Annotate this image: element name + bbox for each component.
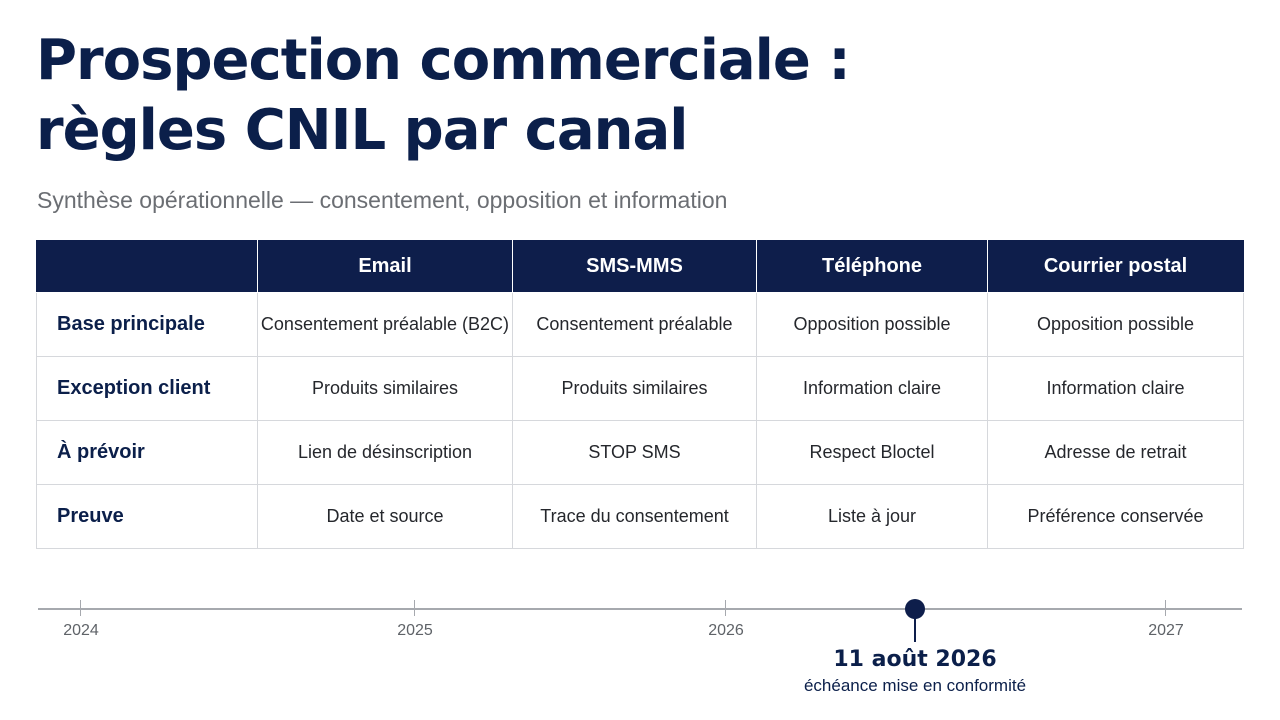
timeline-tick-2026 — [725, 600, 726, 616]
table-cell: Opposition possible — [987, 292, 1244, 357]
cnil-rules-table: Email SMS-MMS Téléphone Courrier postal … — [36, 240, 1244, 549]
table-cell: Adresse de retrait — [987, 420, 1244, 485]
table-cell: Trace du consentement — [512, 484, 757, 549]
milestone-connector — [914, 618, 916, 642]
timeline-year-label: 2026 — [708, 622, 744, 639]
column-header-email: Email — [257, 240, 513, 293]
row-header-exception-client: Exception client — [36, 356, 258, 421]
table-cell: Produits similaires — [512, 356, 757, 421]
table-cell: Consentement préalable (B2C) — [257, 292, 513, 357]
milestone-date: 11 août 2026 — [833, 647, 997, 672]
timeline-year-label: 2025 — [397, 622, 433, 639]
timeline-axis — [38, 608, 1242, 610]
milestone-marker — [905, 599, 925, 619]
row-header-base-principale: Base principale — [36, 292, 258, 357]
table-cell: Opposition possible — [756, 292, 988, 357]
timeline-year-label: 2024 — [63, 622, 99, 639]
table-cell: Consentement préalable — [512, 292, 757, 357]
timeline-tick-2025 — [414, 600, 415, 616]
table-cell: Produits similaires — [257, 356, 513, 421]
table-cell: Information claire — [756, 356, 988, 421]
timeline-year-label: 2027 — [1148, 622, 1184, 639]
page-title: Prospection commerciale : règles CNIL pa… — [36, 26, 851, 166]
timeline-tick-2027 — [1165, 600, 1166, 616]
table-cell: Préférence conservée — [987, 484, 1244, 549]
row-header-preuve: Preuve — [36, 484, 258, 549]
table-row: Preuve Date et source Trace du consentem… — [36, 484, 1244, 549]
table-row: À prévoir Lien de désinscription STOP SM… — [36, 420, 1244, 485]
table-row: Exception client Produits similaires Pro… — [36, 356, 1244, 421]
table-cell: Lien de désinscription — [257, 420, 513, 485]
column-header-courrier-postal: Courrier postal — [987, 240, 1244, 293]
row-header-a-prevoir: À prévoir — [36, 420, 258, 485]
table-cell: Liste à jour — [756, 484, 988, 549]
page-title-line-2: règles CNIL par canal — [36, 98, 688, 163]
table-cell: Date et source — [257, 484, 513, 549]
table-cell: STOP SMS — [512, 420, 757, 485]
table-corner-cell — [36, 240, 258, 293]
page-title-line-1: Prospection commerciale : — [36, 28, 851, 93]
table-row: Base principale Consentement préalable (… — [36, 292, 1244, 357]
page-subtitle: Synthèse opérationnelle — consentement, … — [37, 187, 728, 213]
milestone-label: échéance mise en conformité — [803, 676, 1027, 695]
table-cell: Respect Bloctel — [756, 420, 988, 485]
column-header-sms-mms: SMS-MMS — [512, 240, 757, 293]
table-header-row: Email SMS-MMS Téléphone Courrier postal — [36, 240, 1244, 293]
table-cell: Information claire — [987, 356, 1244, 421]
timeline: 2024 2025 2026 2027 11 août 2026 échéanc… — [0, 580, 1280, 720]
timeline-tick-2024 — [80, 600, 81, 616]
column-header-telephone: Téléphone — [756, 240, 988, 293]
